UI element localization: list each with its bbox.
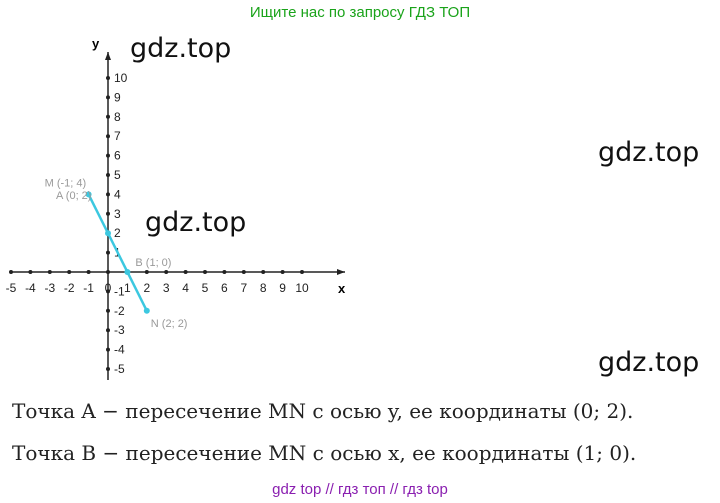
watermark: gdz.top xyxy=(145,207,246,238)
watermark: gdz.top xyxy=(598,347,699,378)
y-tick-label: 4 xyxy=(114,187,121,201)
y-tick xyxy=(106,114,110,119)
x-tick-label: -5 xyxy=(6,281,17,295)
point-label: A (0; 2) xyxy=(56,190,91,202)
x-tick-label: -4 xyxy=(25,281,36,295)
y-tick-label: -3 xyxy=(114,323,125,337)
graph: xy-5-4-3-2-1012345678910-5-4-3-2-1123456… xyxy=(6,36,346,380)
x-tick xyxy=(106,270,110,274)
y-tick xyxy=(106,76,110,80)
y-tick-label: 3 xyxy=(114,207,121,221)
x-tick-label: 5 xyxy=(202,281,209,295)
y-tick-label: -2 xyxy=(114,304,125,318)
y-tick xyxy=(106,153,110,158)
x-tick xyxy=(9,270,13,274)
point xyxy=(143,307,150,314)
x-tick xyxy=(47,270,52,274)
x-tick xyxy=(67,270,72,274)
header: Ищите нас по запросу ГДЗ ТОП xyxy=(250,4,470,21)
x-tick-label: 1 xyxy=(124,281,131,295)
x-tick-label: 4 xyxy=(182,281,189,295)
x-tick-label: 2 xyxy=(143,281,150,295)
y-axis-label: y xyxy=(92,36,100,51)
x-tick-label: 3 xyxy=(163,281,170,295)
footer: gdz top // гдз топ // гдз top xyxy=(272,481,448,498)
y-tick xyxy=(106,173,110,177)
y-tick-label: 5 xyxy=(114,168,121,182)
x-tick-label: -1 xyxy=(83,281,94,295)
y-tick xyxy=(106,328,110,333)
y-tick xyxy=(106,347,110,352)
y-tick xyxy=(106,95,110,100)
x-tick xyxy=(28,270,33,274)
x-tick-label: 8 xyxy=(260,281,267,295)
x-tick xyxy=(144,270,149,274)
y-tick-label: -4 xyxy=(114,343,125,357)
x-tick xyxy=(300,270,304,274)
y-tick-label: 7 xyxy=(114,129,121,143)
x-tick-label: 7 xyxy=(240,281,247,295)
point-label: N (2; 2) xyxy=(151,318,188,330)
x-tick-label: 10 xyxy=(295,281,309,295)
y-tick-label: -5 xyxy=(114,362,125,376)
x-tick-label: 6 xyxy=(221,281,228,295)
y-tick xyxy=(106,308,110,313)
x-tick xyxy=(86,270,91,274)
x-tick-label: 9 xyxy=(279,281,286,295)
point-label: M (-1; 4) xyxy=(45,177,87,189)
y-tick-label: -1 xyxy=(114,284,125,298)
watermark: gdz.top xyxy=(598,137,699,168)
y-tick-label: 6 xyxy=(114,149,121,163)
point xyxy=(105,230,111,237)
y-tick xyxy=(106,211,110,216)
y-tick xyxy=(106,134,110,139)
x-tick-label: 0 xyxy=(105,281,112,295)
text-line: Точка A − пересечение MN с осью y, ее ко… xyxy=(12,399,633,423)
y-tick xyxy=(106,192,110,197)
x-tick xyxy=(164,270,169,274)
x-tick xyxy=(183,270,188,274)
point xyxy=(85,191,92,198)
x-tick-label: -2 xyxy=(64,281,75,295)
y-tick xyxy=(106,289,110,294)
x-tick xyxy=(222,270,227,274)
x-tick xyxy=(280,270,285,274)
y-tick xyxy=(106,367,110,371)
y-arrow xyxy=(105,52,111,60)
x-axis-label: x xyxy=(338,281,346,296)
y-tick-label: 8 xyxy=(114,110,121,124)
y-tick xyxy=(106,250,110,255)
text-line: Точка B − пересечение MN с осью x, ее ко… xyxy=(12,441,636,465)
point-label: B (1; 0) xyxy=(135,257,171,269)
point xyxy=(124,269,131,275)
y-tick-label: 9 xyxy=(114,90,121,104)
watermark: gdz.top xyxy=(130,33,231,64)
x-tick-label: -3 xyxy=(44,281,55,295)
y-tick-label: 10 xyxy=(114,71,128,85)
x-tick xyxy=(241,270,246,274)
x-arrow xyxy=(337,269,345,275)
segment xyxy=(87,193,148,312)
x-tick xyxy=(203,270,207,274)
y-tick-label: 2 xyxy=(114,226,121,240)
x-tick xyxy=(261,270,266,274)
